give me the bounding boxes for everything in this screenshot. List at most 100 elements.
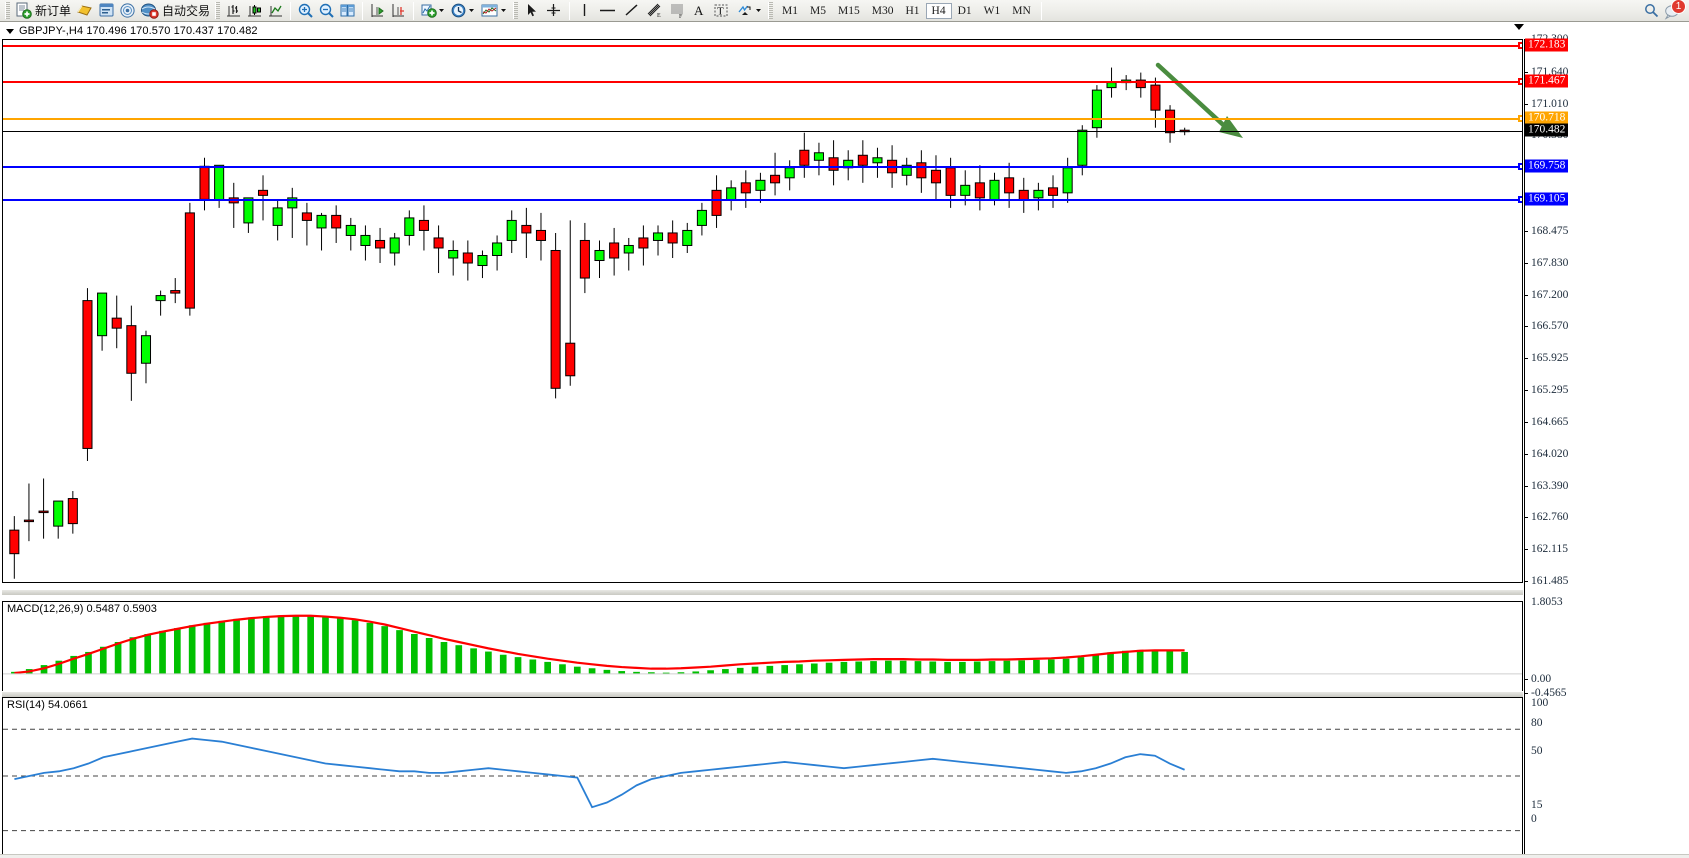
- tile-windows-button[interactable]: [337, 1, 358, 21]
- level-handle[interactable]: [1518, 115, 1522, 123]
- window-restore-icon[interactable]: [1514, 24, 1524, 30]
- chevron-down-icon-3[interactable]: [499, 2, 508, 19]
- text-box-button[interactable]: T: [710, 1, 733, 21]
- toolbar-grip-4[interactable]: [768, 2, 774, 19]
- templates-button[interactable]: [478, 1, 510, 21]
- timeframe-d1[interactable]: D1: [957, 4, 972, 17]
- level-line-current-price[interactable]: [3, 131, 1522, 133]
- line-chart-button[interactable]: [265, 1, 286, 21]
- price-tag-support-1[interactable]: 169.758: [1525, 159, 1569, 173]
- search-icon: [1643, 2, 1660, 19]
- chevron-down-icon-2[interactable]: [467, 2, 476, 19]
- crosshair-button[interactable]: [542, 1, 565, 21]
- candle: [1018, 177, 1029, 213]
- notifications-button[interactable]: 1: [1662, 0, 1686, 21]
- chevron-down-icon-4[interactable]: [754, 2, 763, 19]
- price-tag-resistance-2[interactable]: 172.183: [1525, 38, 1569, 52]
- tick-mark: [1524, 294, 1528, 296]
- level-handle[interactable]: [1518, 163, 1522, 171]
- level-handle[interactable]: [1518, 41, 1522, 49]
- timeframe-m30[interactable]: M30: [871, 4, 894, 17]
- price-tag-resistance-1[interactable]: 171.467: [1525, 74, 1569, 88]
- fibonacci-retracement-icon: F: [668, 2, 687, 19]
- candle: [652, 225, 664, 256]
- candle: [813, 142, 824, 176]
- candle: [257, 175, 269, 221]
- level-handle[interactable]: [1518, 196, 1522, 204]
- timeframe-mn[interactable]: MN: [1012, 4, 1031, 17]
- autotrading-button[interactable]: 自动交易: [138, 1, 212, 21]
- equidistant-channel-button[interactable]: E: [643, 1, 666, 21]
- text-button[interactable]: A: [689, 1, 710, 21]
- toolbar-grip[interactable]: [5, 2, 10, 19]
- text-box-icon: T: [712, 2, 731, 19]
- cursor-button[interactable]: [521, 1, 542, 21]
- price-pane[interactable]: [2, 39, 1523, 583]
- timeframe-h1[interactable]: H1: [905, 4, 920, 17]
- fibonacci-button[interactable]: F: [666, 1, 689, 21]
- pane-divider-rsi[interactable]: [2, 691, 1523, 697]
- candle: [770, 152, 781, 196]
- candle: [1165, 105, 1176, 143]
- indicators-button[interactable]: [418, 1, 448, 21]
- price-tick: 162.115: [1524, 543, 1568, 555]
- terminal-window-icon: [98, 2, 115, 19]
- level-handle[interactable]: [1518, 77, 1522, 85]
- search-button[interactable]: [1641, 1, 1662, 21]
- level-line-support-2[interactable]: [3, 196, 1522, 204]
- candle-chart-button[interactable]: [244, 1, 265, 21]
- theme-button[interactable]: [73, 1, 96, 21]
- signals-button[interactable]: [117, 1, 138, 21]
- pane-divider-macd[interactable]: [2, 589, 1523, 595]
- trendline-button[interactable]: [620, 1, 643, 21]
- toolbar-grip-3[interactable]: [513, 2, 519, 19]
- timeframe-w1[interactable]: W1: [983, 4, 1001, 17]
- hline-button[interactable]: [595, 1, 620, 21]
- tick-mark: [1524, 326, 1528, 328]
- bar-chart-button[interactable]: [223, 1, 244, 21]
- price-tick: 168.475: [1524, 225, 1568, 237]
- price-axis[interactable]: 172.300171.640171.010170.380168.475167.8…: [1524, 33, 1689, 855]
- level-line-support-1[interactable]: [3, 163, 1522, 171]
- timeframe-m1[interactable]: M1: [782, 4, 799, 17]
- chart-menu-caret-icon[interactable]: [6, 28, 14, 34]
- price-tag-pivot-level[interactable]: 170.718: [1525, 111, 1569, 125]
- toolbar-grip-2[interactable]: [215, 2, 221, 19]
- terminal-button[interactable]: [96, 1, 117, 21]
- timeframe-h4[interactable]: H4: [925, 2, 952, 19]
- price-tick: 165.295: [1524, 384, 1568, 396]
- price-chart-canvas[interactable]: [3, 40, 1522, 582]
- notification-count-badge: 1: [1671, 0, 1686, 14]
- periods-button[interactable]: [448, 1, 478, 21]
- chart-shift-button[interactable]: [388, 1, 409, 21]
- chevron-down-icon[interactable]: [437, 2, 446, 19]
- price-tick: 163.390: [1524, 480, 1568, 492]
- equidistant-channel-icon: E: [645, 2, 664, 19]
- new-order-button[interactable]: 新订单: [13, 1, 73, 21]
- toolbar-separator-4: [569, 1, 571, 20]
- objects-button[interactable]: [733, 1, 765, 21]
- price-tag-support-2[interactable]: 169.105: [1525, 192, 1569, 206]
- candle: [696, 202, 707, 236]
- rsi-tick: 50: [1524, 745, 1543, 757]
- level-line-resistance-2[interactable]: [3, 41, 1522, 49]
- candle: [140, 330, 152, 384]
- auto-scroll-button[interactable]: [367, 1, 388, 21]
- macd-pane[interactable]: MACD(12,26,9) 0.5487 0.5903: [2, 601, 1523, 693]
- timeframe-m15[interactable]: M15: [838, 4, 860, 17]
- candle: [594, 240, 605, 279]
- candle: [9, 516, 20, 579]
- price-tag-current-price[interactable]: 170.482: [1525, 123, 1569, 137]
- candle: [170, 278, 181, 304]
- candle: [287, 187, 298, 238]
- vline-button[interactable]: [574, 1, 595, 21]
- candle: [97, 292, 108, 351]
- bar-chart-icon: [225, 2, 242, 19]
- rsi-pane[interactable]: RSI(14) 54.0661: [2, 697, 1523, 855]
- tick-mark: [1524, 679, 1528, 680]
- zoom-in-button[interactable]: [295, 1, 316, 21]
- level-line-pivot-level[interactable]: [3, 115, 1522, 123]
- timeframe-m5[interactable]: M5: [810, 4, 826, 17]
- zoom-out-button[interactable]: [316, 1, 337, 21]
- level-line-resistance-1[interactable]: [3, 77, 1522, 85]
